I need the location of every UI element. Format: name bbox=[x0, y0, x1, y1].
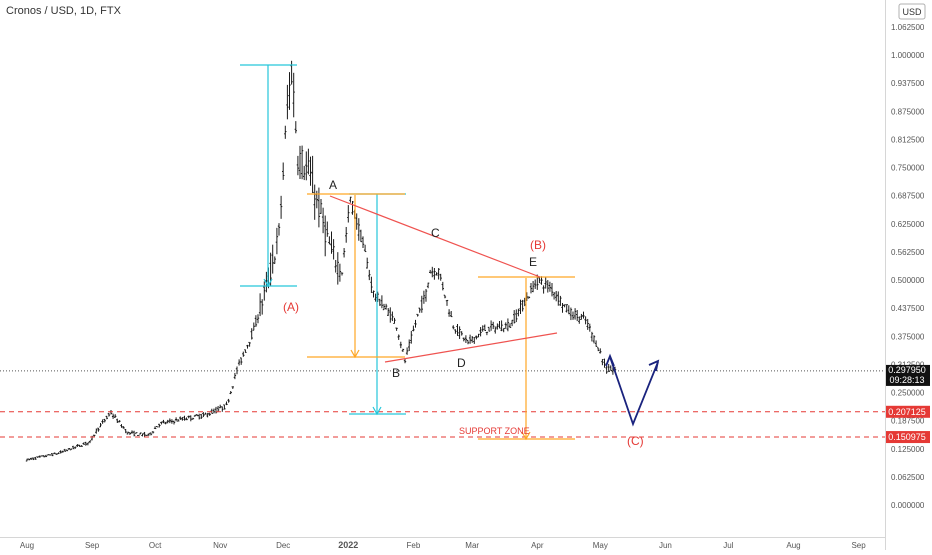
currency-badge[interactable]: USD bbox=[902, 7, 922, 17]
price-tick-label: 0.375000 bbox=[891, 332, 925, 341]
ohlc-bar bbox=[41, 455, 43, 456]
price-tick-label: 0.875000 bbox=[891, 107, 925, 116]
ohlc-bar bbox=[146, 435, 148, 436]
price-tick-label: 0.062500 bbox=[891, 473, 925, 482]
support-zone-label: SUPPORT ZONE bbox=[459, 426, 530, 436]
label-wave-a: A bbox=[329, 178, 337, 192]
time-tick-label: Jun bbox=[659, 541, 672, 550]
time-tick-label: Jul bbox=[723, 541, 733, 550]
time-tick-label: Sep bbox=[85, 541, 100, 550]
label-wave-b: B bbox=[392, 366, 400, 380]
price-tick-label: 0.125000 bbox=[891, 445, 925, 454]
label-wave-c: C bbox=[431, 226, 440, 240]
support-upper-value: 0.207125 bbox=[888, 407, 926, 417]
price-tick-label: 0.812500 bbox=[891, 135, 925, 144]
price-tick-label: 0.625000 bbox=[891, 220, 925, 229]
time-tick-label: Aug bbox=[786, 541, 800, 550]
label-wave-B-major: (B) bbox=[530, 238, 546, 252]
price-tick-label: 0.187500 bbox=[891, 417, 925, 426]
label-wave-d: D bbox=[457, 356, 466, 370]
label-wave-C-major: (C) bbox=[627, 434, 644, 448]
time-tick-label: May bbox=[593, 541, 608, 550]
bar-countdown: 09:28:13 bbox=[889, 375, 924, 385]
price-tick-label: 0.500000 bbox=[891, 276, 925, 285]
price-tick-label: 0.687500 bbox=[891, 192, 925, 201]
price-tick-label: 0.937500 bbox=[891, 79, 925, 88]
time-tick-label: Nov bbox=[213, 541, 227, 550]
last-price-value: 0.297950 bbox=[888, 365, 926, 375]
label-wave-e: E bbox=[529, 255, 537, 269]
time-tick-label: Mar bbox=[465, 541, 479, 550]
time-tick-label: Apr bbox=[531, 541, 544, 550]
label-wave-A-major: (A) bbox=[283, 300, 299, 314]
time-tick-label: Sep bbox=[851, 541, 866, 550]
price-tick-label: 1.062500 bbox=[891, 23, 925, 32]
price-tick-label: 0.250000 bbox=[891, 389, 925, 398]
support-lower-value: 0.150975 bbox=[888, 432, 926, 442]
time-tick-label: Dec bbox=[276, 541, 290, 550]
plot-background bbox=[0, 0, 885, 550]
price-tick-label: 0.562500 bbox=[891, 248, 925, 257]
price-tick-label: 0.437500 bbox=[891, 304, 925, 313]
price-tick-label: 1.000000 bbox=[891, 51, 925, 60]
time-tick-label: 2022 bbox=[338, 540, 358, 550]
chart-title: Cronos / USD, 1D, FTX bbox=[6, 5, 122, 17]
time-tick-label: Oct bbox=[149, 541, 162, 550]
time-tick-label: Aug bbox=[20, 541, 34, 550]
price-tick-label: 0.000000 bbox=[891, 501, 925, 510]
time-tick-label: Feb bbox=[407, 541, 421, 550]
price-tick-label: 0.750000 bbox=[891, 164, 925, 173]
